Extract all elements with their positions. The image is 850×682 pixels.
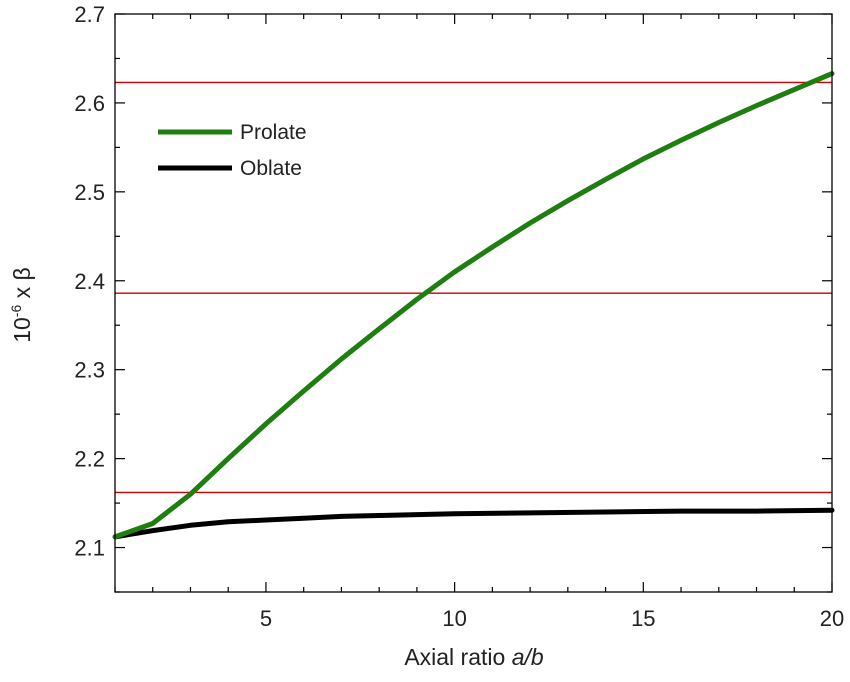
- x-axis-title-italic: a/b: [512, 644, 544, 670]
- y-axis-title-sup: -6: [8, 305, 24, 318]
- reference-lines: [115, 81, 832, 494]
- y-tick-label: 2.5: [74, 180, 105, 205]
- x-tick-label: 10: [442, 606, 466, 631]
- x-tick-label: 5: [260, 606, 272, 631]
- legend: Prolate Oblate: [158, 121, 307, 180]
- series-line-oblate: [112, 507, 835, 540]
- y-axis-title-base: 10: [9, 317, 35, 343]
- x-tick-label: 15: [631, 606, 655, 631]
- x-axis: 5 10 15 20: [114, 14, 844, 631]
- y-axis-title-rest: x β: [9, 267, 35, 305]
- x-tick-label: 20: [820, 606, 844, 631]
- legend-label-oblate: Oblate: [240, 157, 302, 180]
- legend-label-prolate: Prolate: [240, 121, 307, 144]
- plot-frame: [114, 13, 833, 593]
- y-tick-label: 2.1: [74, 536, 105, 561]
- series-layer: [112, 71, 835, 540]
- y-tick-label: 2.4: [74, 269, 105, 294]
- y-axis: 2.1 2.2 2.3 2.4 2.5 2.6 2.7: [74, 2, 832, 593]
- x-axis-title: Axial ratio a/b: [404, 644, 544, 670]
- y-tick-label: 2.2: [74, 447, 105, 472]
- y-tick-label: 2.7: [74, 2, 105, 27]
- series-line-prolate: [112, 71, 835, 540]
- y-tick-label: 2.6: [74, 91, 105, 116]
- x-axis-title-prefix: Axial ratio: [404, 644, 511, 670]
- y-axis-title: 10-6 x β: [8, 267, 35, 343]
- y-tick-label: 2.3: [74, 358, 105, 383]
